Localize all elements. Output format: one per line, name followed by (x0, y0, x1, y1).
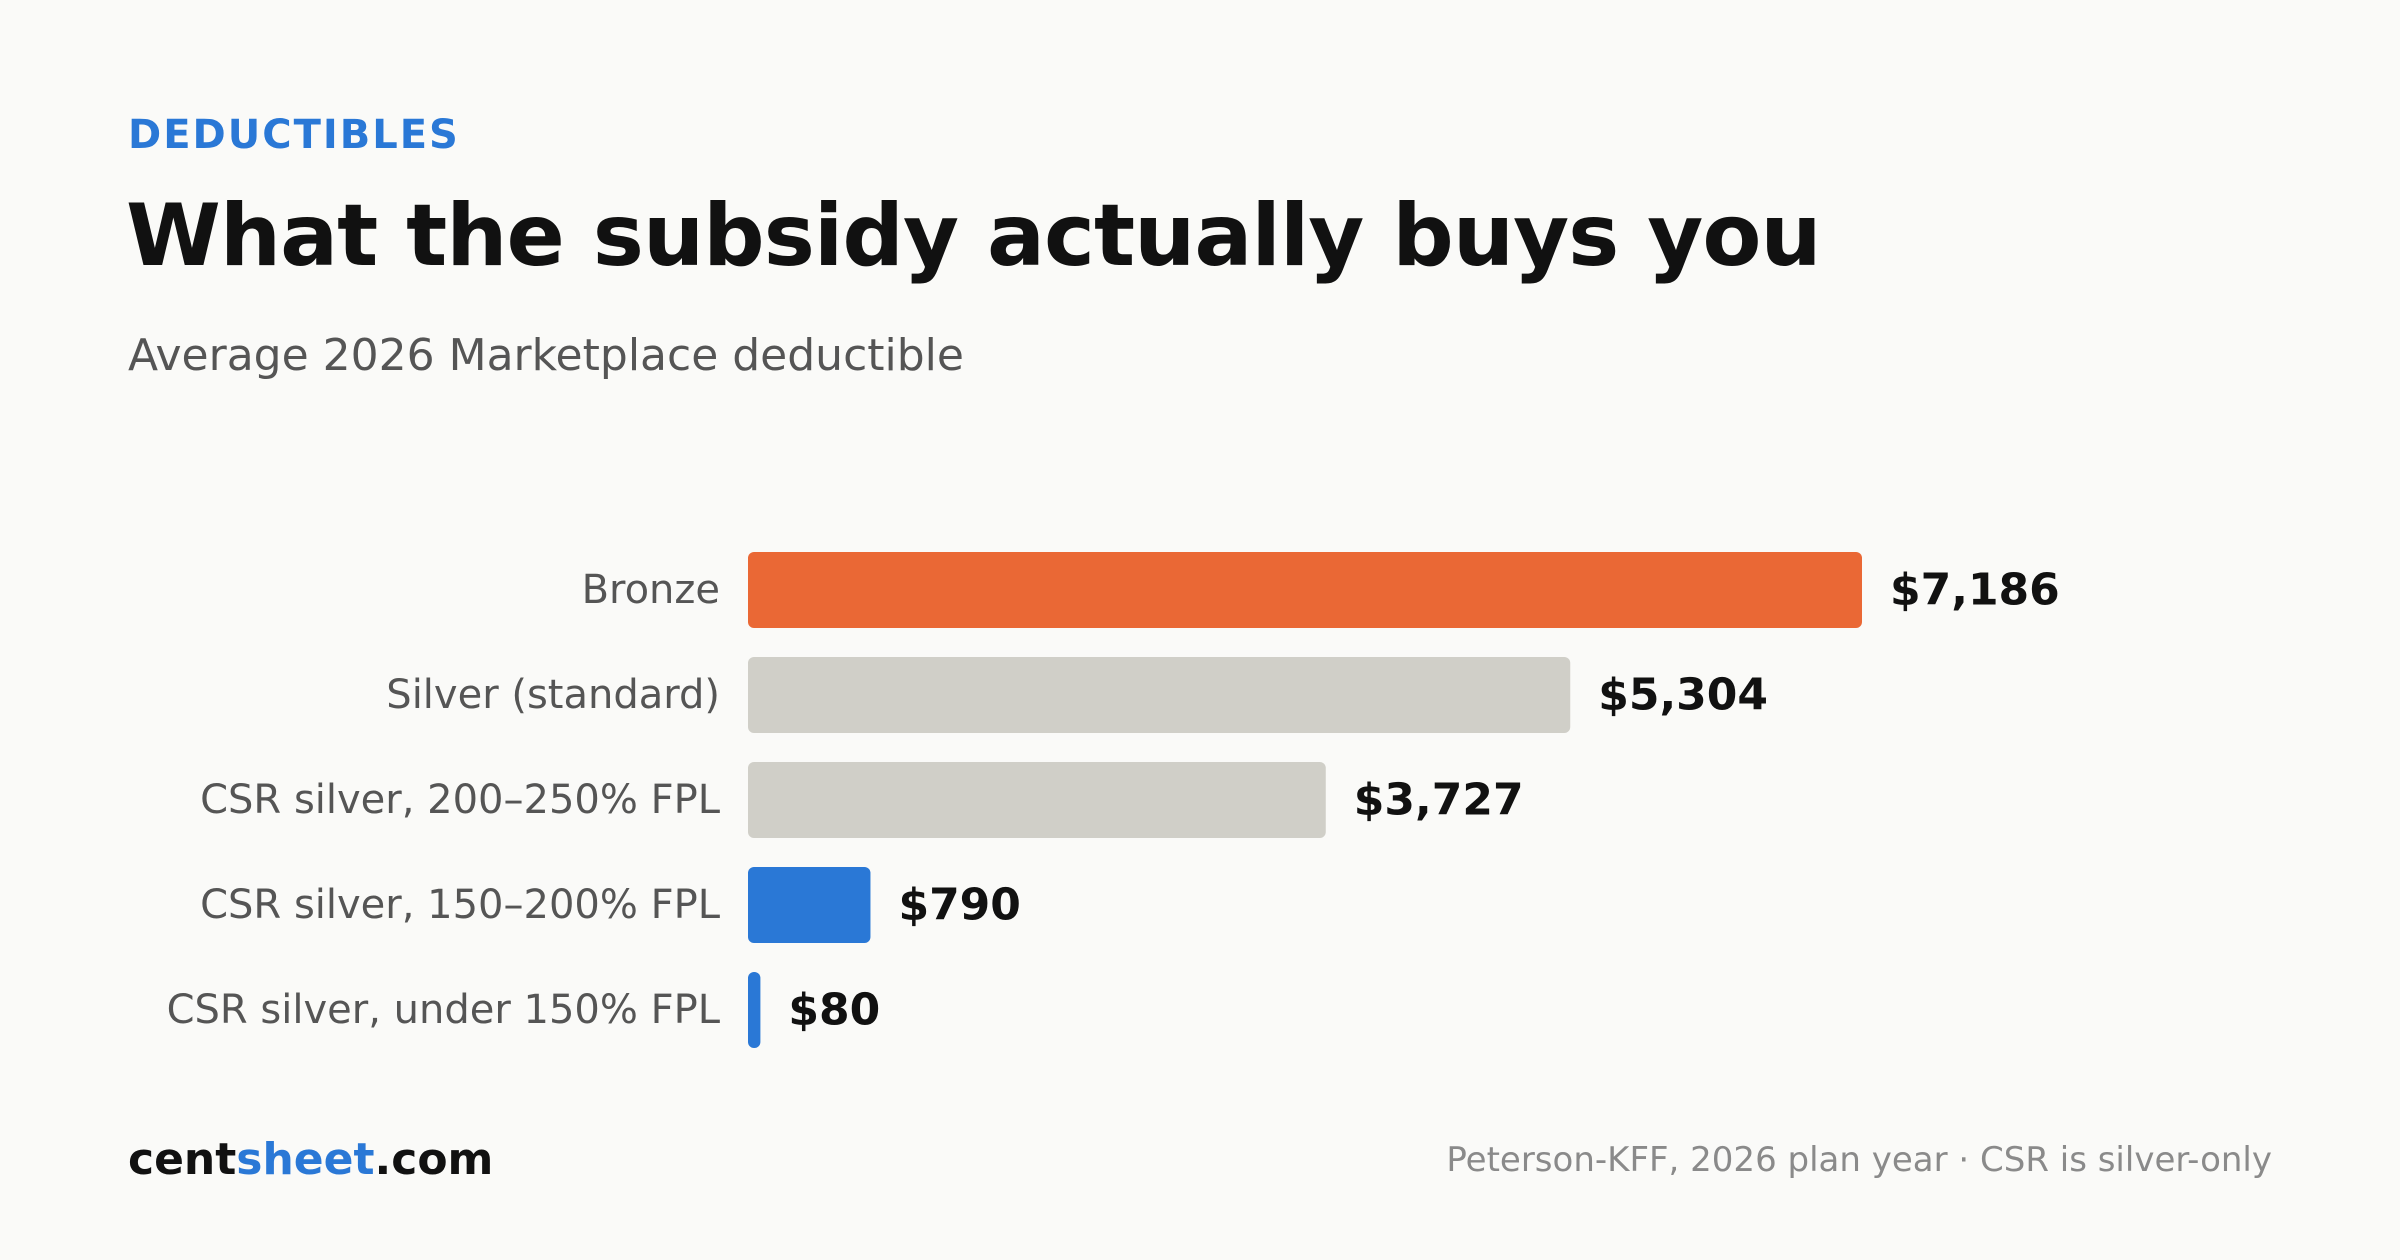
value-label-csr-silver-150-200-fpl: $790 (898, 880, 1020, 931)
category-label-silver-standard: Silver (standard) (386, 672, 720, 718)
bar-csr-silver-150-200-fpl (748, 867, 871, 943)
bar-silver-standard (748, 657, 1571, 733)
value-label-silver-standard: $5,304 (1598, 670, 1768, 721)
bar-csr-silver-200-250-fpl (748, 762, 1326, 838)
chart-subtitle: Average 2026 Marketplace deductible (128, 330, 964, 381)
brand-logo[interactable]: centsheet.com (128, 1134, 493, 1185)
category-label-bronze: Bronze (582, 567, 720, 613)
category-label-csr-silver-150-200-fpl: CSR silver, 150–200% FPL (200, 882, 721, 928)
source-note: Peterson-KFF, 2026 plan year · CSR is si… (1446, 1140, 2272, 1180)
chart-title: What the subsidy actually buys you (126, 186, 1822, 286)
brand-accent: sheet (236, 1134, 375, 1185)
brand-suffix: .com (374, 1134, 494, 1185)
value-label-csr-silver-under-150-fpl: $80 (788, 985, 880, 1036)
brand-prefix: cent (128, 1134, 237, 1185)
bar-bronze (748, 552, 1862, 628)
value-label-csr-silver-200-250-fpl: $3,727 (1354, 775, 1524, 826)
category-label-csr-silver-under-150-fpl: CSR silver, under 150% FPL (167, 987, 721, 1033)
bar-csr-silver-under-150-fpl (748, 972, 761, 1048)
category-label-csr-silver-200-250-fpl: CSR silver, 200–250% FPL (200, 777, 721, 823)
eyebrow-label: DEDUCTIBLES (128, 112, 460, 158)
value-label-bronze: $7,186 (1890, 565, 2060, 616)
